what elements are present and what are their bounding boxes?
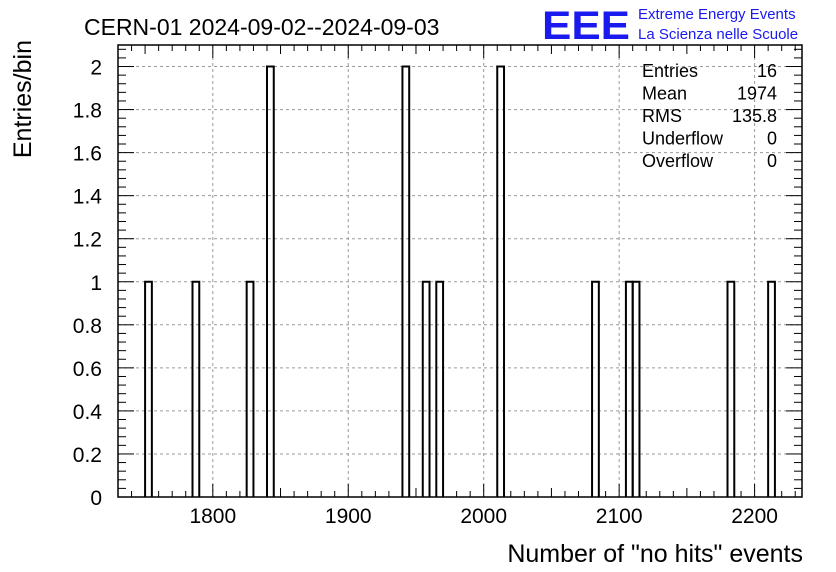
- histogram-bar: [767, 280, 776, 497]
- eee-logo: EEE Extreme Energy Events La Scienza nel…: [542, 4, 798, 48]
- histogram-bar: [435, 280, 445, 497]
- y-tick-label: 0.2: [73, 444, 102, 467]
- stats-label: Overflow: [642, 151, 714, 171]
- x-tick-label: 2000: [460, 505, 507, 528]
- stats-value: 16: [757, 61, 777, 81]
- x-tick-label: 2200: [731, 505, 778, 528]
- chart-title: CERN-01 2024-09-02--2024-09-03: [84, 14, 439, 40]
- histogram-bar: [726, 280, 736, 497]
- y-tick-label: 2: [90, 57, 102, 80]
- histogram-bar: [591, 280, 600, 497]
- y-tick-label: 1.2: [73, 229, 102, 252]
- grid-lines: [118, 45, 802, 497]
- stats-value: 0: [767, 129, 777, 149]
- histogram-bar: [401, 65, 411, 497]
- histogram-bar: [265, 65, 275, 497]
- y-tick-label: 0: [90, 487, 102, 510]
- x-axis-label: Number of "no hits" events: [507, 540, 803, 568]
- stats-label: Underflow: [642, 129, 724, 149]
- x-tick-label: 1800: [189, 505, 236, 528]
- y-tick-label: 1.6: [73, 143, 102, 166]
- histogram-bar: [624, 280, 634, 497]
- histogram-bar: [496, 65, 506, 497]
- histogram-bars: [144, 65, 776, 497]
- logo-line2: La Scienza nelle Scuole: [638, 26, 798, 43]
- histogram-bar: [631, 280, 641, 497]
- logo-mark: EEE: [542, 4, 630, 48]
- stats-label: Mean: [642, 84, 687, 104]
- y-tick-label: 0.8: [73, 315, 102, 338]
- y-axis-label: Entries/bin: [9, 40, 37, 158]
- stats-value: 135.8: [732, 106, 777, 126]
- stats-value: 1974: [737, 84, 777, 104]
- x-tick-label: 1900: [325, 505, 372, 528]
- y-tick-label: 1: [90, 272, 102, 295]
- histogram-bar: [421, 280, 431, 497]
- logo-line1: Extreme Energy Events: [638, 6, 796, 23]
- y-tick-label: 0.4: [73, 401, 103, 424]
- axes: 1800 1900 2000 2100 2200 0 0.2 0.4 0.6 0.8 1 1.2 1.4…: [73, 44, 803, 528]
- stats-label: RMS: [642, 106, 682, 126]
- stats-box: Entries 16 Mean 1974 RMS 135.8 Underflow 0 Overf…: [642, 61, 777, 171]
- histogram-bar: [144, 280, 153, 497]
- x-tick-label: 2100: [596, 505, 643, 528]
- histogram-bar: [191, 280, 201, 497]
- y-tick-label: 0.6: [73, 358, 102, 381]
- y-tick-label: 1.8: [73, 100, 102, 123]
- histogram-bar: [245, 280, 255, 497]
- stats-label: Entries: [642, 61, 698, 81]
- stats-value: 0: [767, 151, 777, 171]
- y-tick-label: 1.4: [73, 186, 103, 209]
- plot-frame: [117, 44, 803, 498]
